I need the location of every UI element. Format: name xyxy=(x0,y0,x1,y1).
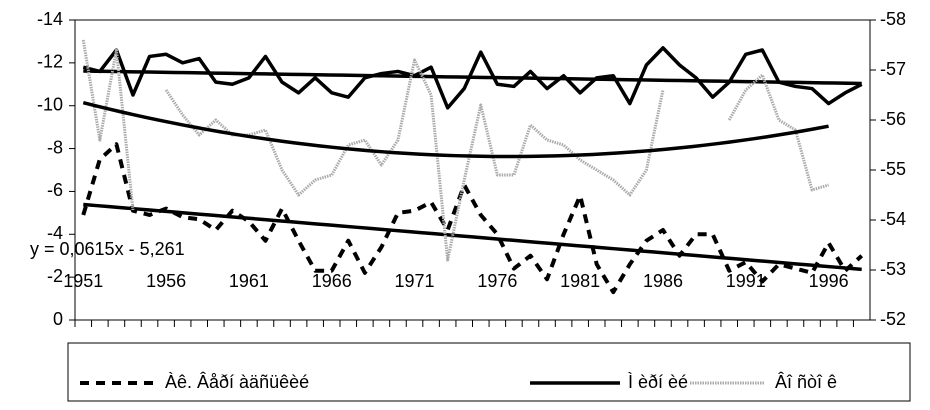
x-tick-label: 1961 xyxy=(229,271,269,291)
y-tick-label: -14 xyxy=(37,9,63,29)
trend-line xyxy=(83,69,862,86)
x-tick-label: 1966 xyxy=(312,271,352,291)
series-line xyxy=(81,142,864,295)
y2-tick-label: -58 xyxy=(880,9,906,29)
trend-line xyxy=(82,101,829,159)
y-tick-label: -6 xyxy=(47,180,63,200)
x-tick-label: 1991 xyxy=(726,271,766,291)
x-tick-label: 1981 xyxy=(560,271,600,291)
x-tick-label: 1951 xyxy=(63,271,103,291)
legend-label: Ì èðí èé xyxy=(628,372,688,392)
series-line xyxy=(727,73,830,192)
y-tick-label: -8 xyxy=(47,137,63,157)
y-tick-label: -12 xyxy=(37,52,63,72)
y2-tick-label: -56 xyxy=(880,109,906,129)
y2-tick-label: -57 xyxy=(880,59,906,79)
y2-tick-label: -53 xyxy=(880,259,906,279)
series-line xyxy=(81,39,135,211)
trend-line xyxy=(83,202,862,272)
y-tick-label: 0 xyxy=(53,309,63,329)
x-tick-label: 1986 xyxy=(643,271,683,291)
y2-tick-label: -54 xyxy=(880,209,906,229)
x-tick-label: 1976 xyxy=(477,271,517,291)
legend-box xyxy=(67,342,911,402)
y-tick-label: -10 xyxy=(37,94,63,114)
x-tick-label: 1956 xyxy=(146,271,186,291)
y2-tick-label: -55 xyxy=(880,159,906,179)
series-line xyxy=(164,58,665,262)
y2-tick-label: -52 xyxy=(880,309,906,329)
annotation: y = 0,0615x - 5,261 xyxy=(30,239,185,259)
y-tick-label: -4 xyxy=(47,223,63,243)
x-tick-label: 1996 xyxy=(809,271,849,291)
legend-label: Àê. Âåðí àäñüêèé xyxy=(165,372,309,392)
legend-label: Âî ñòî ê xyxy=(775,372,837,392)
y-tick-label: -2 xyxy=(47,266,63,286)
x-tick-label: 1971 xyxy=(395,271,435,291)
series-line xyxy=(82,46,863,110)
